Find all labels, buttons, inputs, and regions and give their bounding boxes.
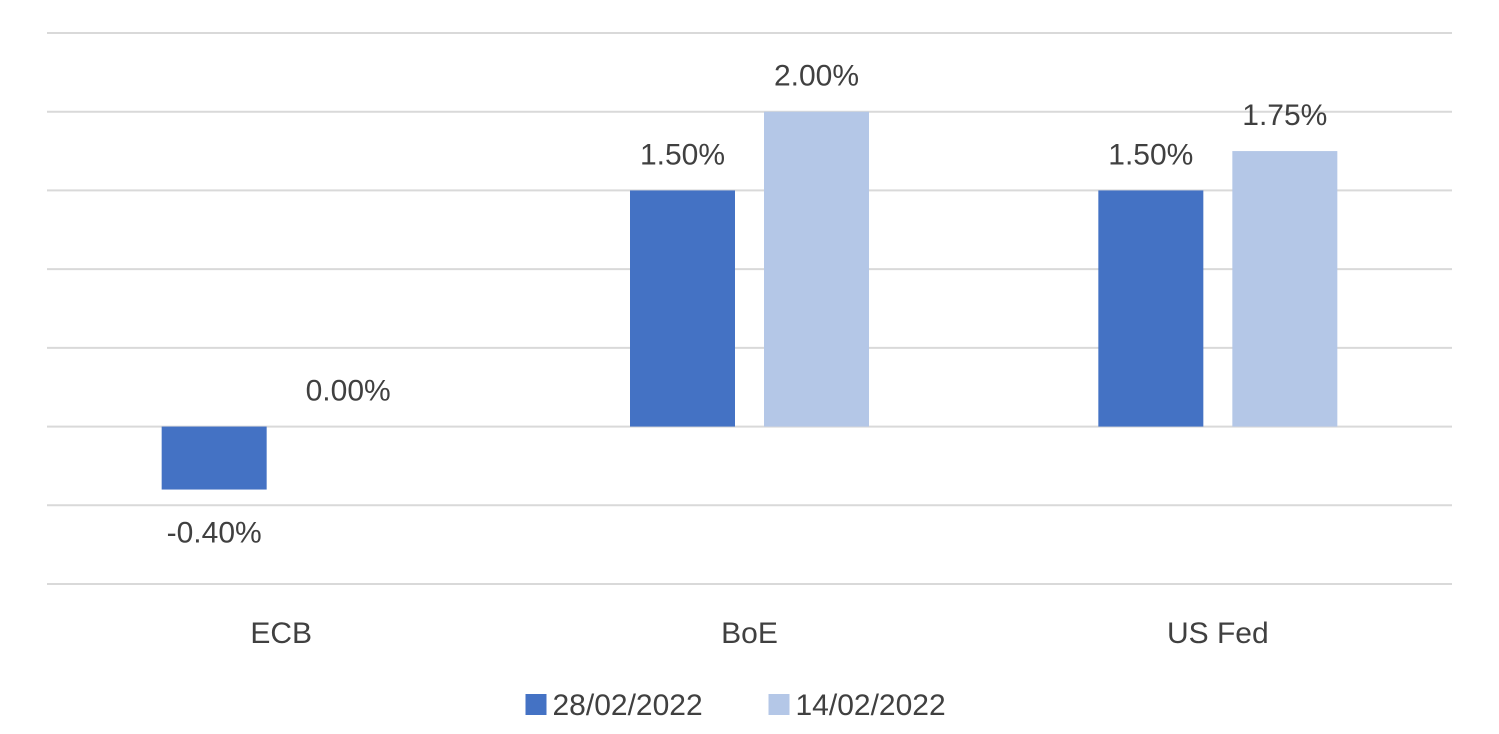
category-label: US Fed: [1167, 617, 1269, 650]
data-label: 1.50%: [1108, 138, 1193, 171]
category-label: BoE: [721, 617, 778, 650]
legend-swatch: [768, 694, 790, 715]
legend-label: 14/02/2022: [796, 689, 946, 722]
bar: [630, 190, 735, 427]
category-label: ECB: [250, 617, 312, 650]
data-label: 1.75%: [1242, 99, 1327, 132]
bar: [764, 111, 869, 427]
legend-label: 28/02/2022: [553, 689, 703, 722]
bar: [161, 426, 267, 490]
legend: 28/02/2022 14/02/2022: [525, 689, 946, 722]
data-label: 0.00%: [306, 375, 391, 408]
bar: [1232, 151, 1338, 427]
category-labels: ECB BoE US Fed: [250, 617, 1268, 650]
gridlines: [47, 32, 1452, 585]
data-label: 2.00%: [774, 60, 859, 93]
data-label: 1.50%: [640, 138, 725, 171]
bars: [161, 111, 1338, 490]
data-label: -0.40%: [167, 517, 262, 550]
legend-swatch: [525, 694, 547, 715]
bar: [1098, 190, 1204, 427]
value-labels: -0.40% 0.00% 1.50% 2.00% 1.50% 1.75%: [167, 60, 1328, 550]
